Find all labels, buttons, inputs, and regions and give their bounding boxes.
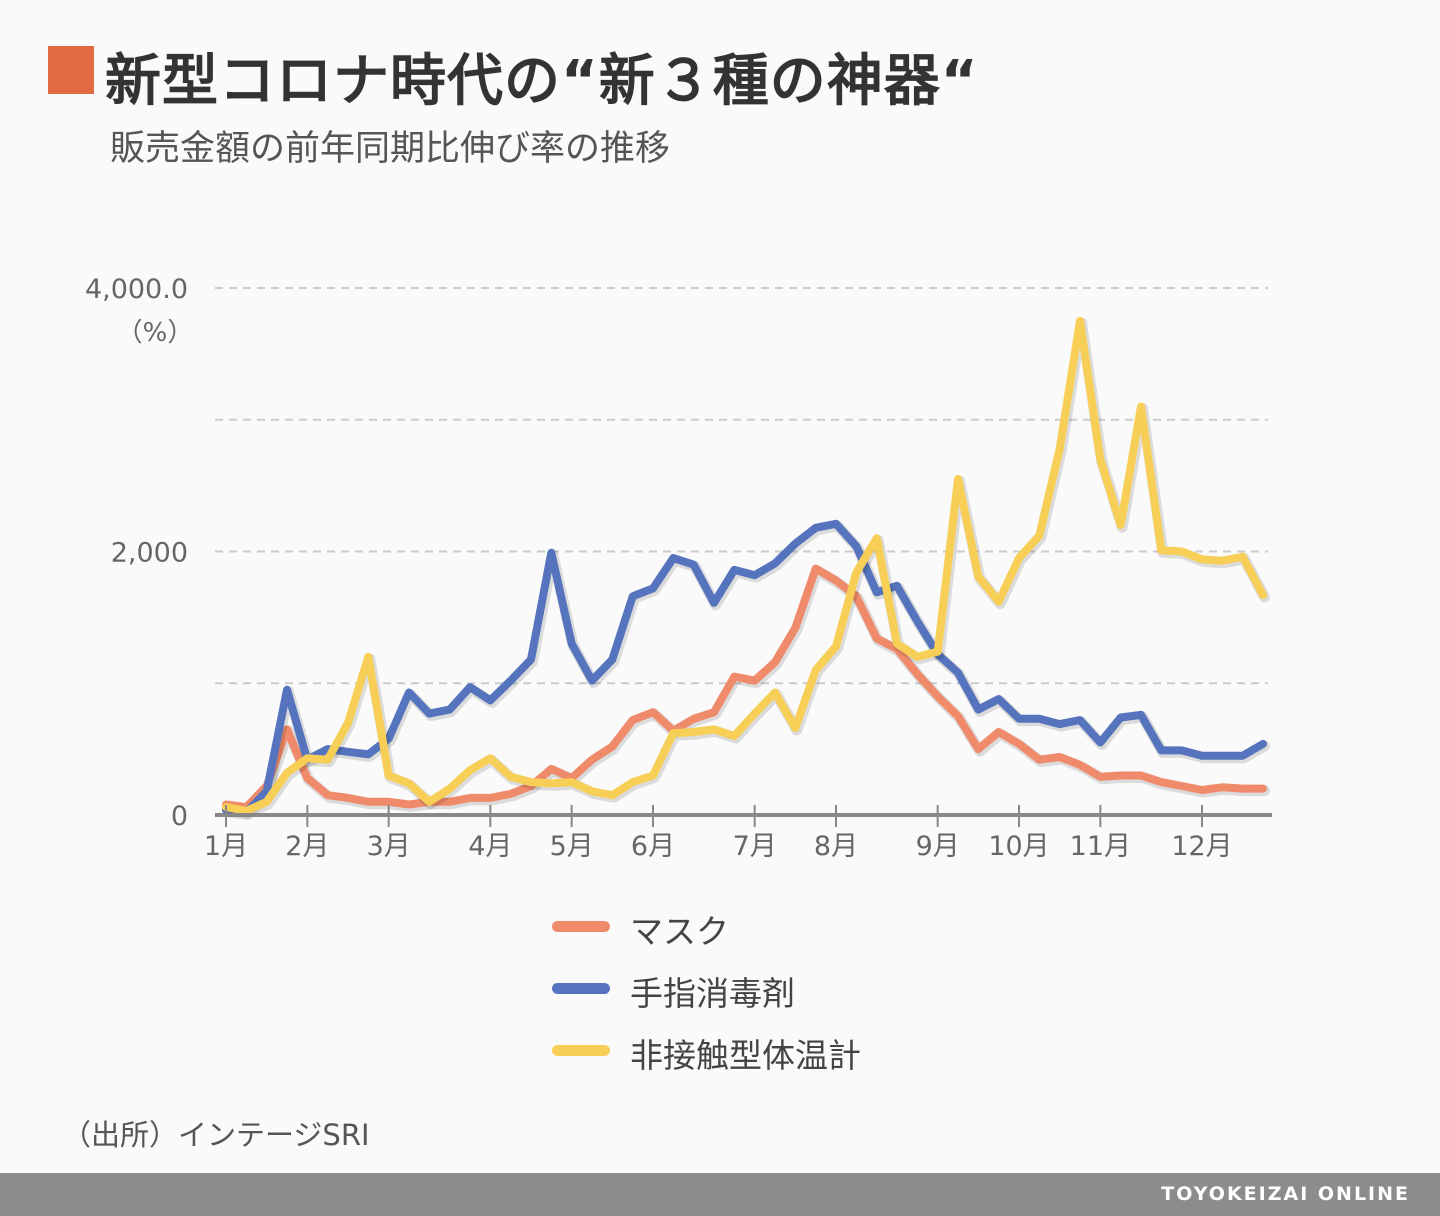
x-tick-label: 1月 — [204, 831, 248, 862]
x-tick-label: 5月 — [550, 831, 594, 862]
legend-label-thermometer: 非接触型体温計 — [630, 1036, 861, 1075]
x-tick-label: 9月 — [916, 831, 960, 862]
x-tick-label: 4月 — [468, 831, 512, 862]
x-tick-label: 8月 — [814, 831, 858, 862]
legend-swatch-sanitizer — [552, 983, 610, 994]
x-tick-label: 12月 — [1171, 831, 1232, 862]
source-note: （出所）インテージSRI — [62, 1118, 370, 1152]
legend-label-sanitizer: 手指消毒剤 — [630, 974, 795, 1013]
y-tick-label: 4,000.0 — [85, 274, 188, 305]
y-tick-label: 0 — [171, 801, 188, 832]
axis-layer: 0 2,000 4,000.0 （%） 1月 2月 3月 4月 5月 6月 7月 8月 9月 10月 11月… — [85, 274, 1272, 862]
x-tick-label: 6月 — [631, 831, 675, 862]
page-title: 新型コロナ時代の“新３種の神器“ — [105, 49, 979, 114]
legend-label-mask: マスク — [630, 912, 729, 951]
grid-layer — [215, 287, 1268, 685]
legend-swatch-mask — [552, 921, 610, 932]
x-tick-label: 11月 — [1070, 831, 1131, 862]
x-tick-label: 3月 — [367, 831, 411, 862]
series-line-2 — [222, 316, 1267, 815]
legend-swatch-thermometer — [552, 1045, 610, 1056]
x-tick-label: 7月 — [733, 831, 777, 862]
line-chart: 0 2,000 4,000.0 （%） 1月 2月 3月 4月 5月 6月 7月 8月 9月 10月 11月… — [85, 274, 1272, 862]
x-tick-label: 10月 — [988, 831, 1049, 862]
y-tick-label: 2,000 — [111, 538, 188, 569]
page-subtitle: 販売金額の前年同期比伸び率の推移 — [110, 129, 671, 169]
brand-logo-text: TOYOKEIZAI ONLINE — [1161, 1183, 1410, 1205]
x-tick-label: 2月 — [285, 831, 329, 862]
title-marker-square — [48, 46, 94, 94]
series-line-1 — [222, 519, 1267, 817]
y-axis-unit-label: （%） — [117, 318, 194, 348]
series-layer — [222, 316, 1270, 820]
series-line-0 — [222, 564, 1267, 812]
footer-bar: TOYOKEIZAI ONLINE — [0, 1173, 1440, 1216]
